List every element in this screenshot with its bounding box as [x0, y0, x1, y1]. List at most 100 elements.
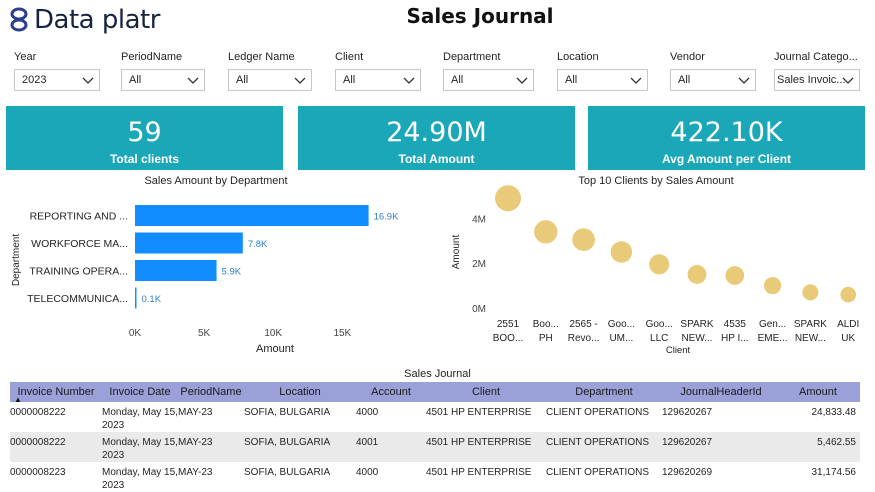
page-title: Sales Journal	[406, 4, 554, 28]
data-label: 0.1K	[142, 294, 162, 305]
cell-periodname: MAY-23	[178, 467, 213, 478]
slicer-label: Department	[443, 51, 501, 63]
x-tick-label: UM...	[609, 333, 633, 344]
sort-ascending-icon: ▲	[14, 395, 22, 404]
column-header-account[interactable]: Account	[371, 386, 411, 398]
column-header-amount[interactable]: Amount	[799, 386, 837, 398]
periodname-dropdown[interactable]: All	[121, 69, 205, 91]
kpi-total-clients: 59 Total clients	[6, 106, 283, 170]
bubble	[763, 276, 782, 295]
y-tick-label: 4M	[472, 214, 486, 225]
x-tick-label: UK	[841, 333, 855, 344]
chart-title: Sales Amount by Department	[144, 175, 288, 187]
y-tick-label: TRAINING OPERA...	[29, 266, 128, 278]
cell-location: SOFIA, BULGARIA	[244, 467, 331, 478]
dropdown-value: All	[343, 74, 356, 86]
bubble	[495, 185, 521, 212]
x-tick-label: 4535	[724, 319, 747, 330]
bubble	[687, 264, 707, 284]
x-axis-label: Client	[666, 345, 691, 356]
slicer-label: Ledger Name	[228, 51, 295, 63]
y-axis-label: Amount	[451, 235, 462, 270]
bubble	[649, 254, 670, 275]
cell-account: 4000	[356, 407, 379, 418]
cell-periodname: MAY-23	[178, 437, 213, 448]
bubble	[534, 220, 558, 244]
slicer-journal-category: Journal Catego... Sales Invoic...	[774, 51, 860, 93]
bar	[135, 287, 137, 309]
column-header-location[interactable]: Location	[279, 386, 321, 398]
y-tick-label: TELECOMMUNICA...	[27, 293, 128, 305]
x-tick-label: 10K	[264, 328, 282, 339]
kpi-avg-amount: 422.10K Avg Amount per Client	[588, 106, 865, 170]
slicer-label: Vendor	[670, 51, 705, 63]
journal-category-dropdown[interactable]: Sales Invoic...	[774, 69, 860, 91]
top-clients-chart: 0M 2M 4M 2551 BOO... Boo... PH 2565 - Revo... Goo…	[451, 185, 859, 356]
cell-client: 4501 HP ENTERPRISE	[426, 467, 532, 478]
x-tick-label: HP I...	[721, 333, 749, 344]
table-row[interactable]: 0000008223 Monday, May 15, 2023 MAY-23 S…	[10, 462, 860, 492]
cell-journalheaderid: 129620267	[662, 437, 713, 448]
column-header-journalheaderid[interactable]: JournalHeaderId	[680, 386, 762, 398]
x-tick-label: NEW...	[681, 333, 712, 344]
vendor-dropdown[interactable]: All	[670, 69, 756, 91]
slicer-client: Client All	[335, 51, 421, 93]
sales-journal-table: Invoice Number ▲ Invoice Date PeriodName …	[10, 382, 860, 492]
chevron-down-icon	[403, 77, 415, 84]
chevron-down-icon	[842, 77, 854, 84]
cell-invoice-date: Monday, May 15, 2023	[102, 407, 178, 431]
chevron-down-icon	[516, 77, 528, 84]
cell-client: 4501 HP ENTERPRISE	[426, 407, 532, 418]
kpi-value: 24.90M	[386, 117, 487, 148]
x-axis-label: Amount	[256, 343, 294, 355]
data-label: 16.9K	[374, 212, 399, 223]
slicer-label: PeriodName	[121, 51, 183, 63]
cell-location: SOFIA, BULGARIA	[244, 437, 331, 448]
kpi-label: Avg Amount per Client	[661, 152, 792, 166]
client-dropdown[interactable]: All	[335, 69, 421, 91]
cell-invoice-number: 0000008222	[10, 407, 66, 418]
x-tick-label: PH	[539, 333, 553, 344]
chevron-down-icon	[187, 77, 199, 84]
cell-invoice-date: Monday, May 15, 2023	[102, 437, 178, 461]
dropdown-value: All	[236, 74, 249, 86]
location-dropdown[interactable]: All	[557, 69, 648, 91]
dropdown-value: All	[565, 74, 578, 86]
x-tick-label: EME...	[758, 333, 788, 344]
cell-department: CLIENT OPERATIONS	[546, 467, 649, 478]
logo-text: Data platr	[34, 5, 160, 35]
cell-invoice-number: 0000008223	[10, 467, 66, 478]
top-clients-chart-panel: Top 10 Clients by Sales Amount 0M 2M 4M 255…	[446, 172, 866, 358]
table-row[interactable]: 0000008222 Monday, May 15, 2023 MAY-23 S…	[10, 402, 860, 432]
slicer-label: Location	[557, 51, 599, 63]
x-tick-label: NEW...	[795, 333, 826, 344]
department-dropdown[interactable]: All	[443, 69, 534, 91]
chevron-down-icon	[82, 77, 94, 84]
table-header-row: Invoice Number ▲ Invoice Date PeriodName …	[10, 382, 860, 404]
cell-invoice-date: Monday, May 15, 2023	[102, 467, 178, 491]
column-header-periodname[interactable]: PeriodName	[180, 386, 242, 398]
slicer-vendor: Vendor All	[670, 51, 756, 93]
cell-invoice-number: 0000008222	[10, 437, 66, 448]
x-tick-label: LLC	[650, 333, 668, 344]
cell-account: 4001	[356, 437, 379, 448]
year-dropdown[interactable]: 2023	[14, 69, 100, 91]
table-row[interactable]: 0000008222 Monday, May 15, 2023 MAY-23 S…	[10, 432, 860, 462]
ledger-name-dropdown[interactable]: All	[228, 69, 312, 91]
slicer-label: Year	[14, 51, 37, 63]
dropdown-value: All	[129, 74, 142, 86]
column-header-department[interactable]: Department	[575, 386, 633, 398]
x-tick-label: Boo...	[533, 319, 559, 330]
bubble	[840, 286, 856, 303]
cell-department: CLIENT OPERATIONS	[546, 437, 649, 448]
column-header-client[interactable]: Client	[471, 386, 501, 398]
kpi-value: 59	[127, 117, 162, 148]
bubble	[725, 266, 745, 285]
x-tick-label: Revo...	[568, 333, 600, 344]
kpi-label: Total clients	[109, 152, 180, 166]
slicer-periodname: PeriodName All	[121, 51, 205, 93]
cell-location: SOFIA, BULGARIA	[244, 407, 331, 418]
column-header-invoice-number[interactable]: Invoice Number ▲	[14, 386, 95, 404]
column-header-invoice-date[interactable]: Invoice Date	[109, 386, 171, 398]
x-tick-label: 15K	[333, 328, 351, 339]
